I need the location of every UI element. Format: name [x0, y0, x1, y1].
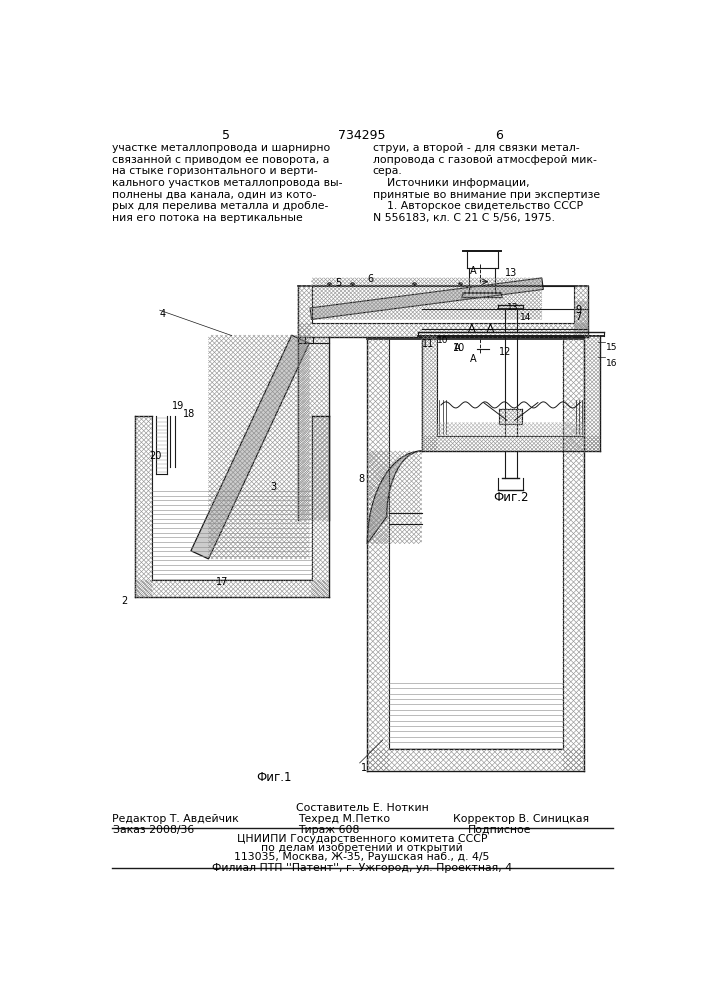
Text: Техред М.Петко: Техред М.Петко: [298, 814, 390, 824]
Polygon shape: [191, 335, 309, 559]
Text: 20: 20: [149, 451, 161, 461]
Text: 2: 2: [121, 596, 127, 606]
Polygon shape: [310, 278, 543, 319]
Text: 5: 5: [335, 278, 341, 288]
Text: A: A: [454, 343, 460, 353]
Text: 7: 7: [575, 312, 581, 322]
Text: Заказ 2008/36: Заказ 2008/36: [113, 825, 194, 835]
Text: 734295: 734295: [338, 129, 386, 142]
Text: 8: 8: [358, 474, 364, 484]
Text: А - А: А - А: [468, 324, 494, 334]
Text: Тираж 608: Тираж 608: [298, 825, 359, 835]
Text: по делам изобретений и открытий: по делам изобретений и открытий: [261, 843, 463, 853]
Text: Филиал ПТП ''Патент'', г. Ужгород, ул. Проектная, 4: Филиал ПТП ''Патент'', г. Ужгород, ул. П…: [212, 863, 512, 873]
Text: 13: 13: [506, 268, 518, 278]
Text: 3: 3: [271, 482, 276, 492]
Text: Составитель Е. Ноткин: Составитель Е. Ноткин: [296, 803, 428, 813]
Text: 10: 10: [437, 336, 449, 345]
Text: 12: 12: [499, 347, 511, 357]
Text: 9: 9: [575, 305, 581, 315]
Text: 1: 1: [361, 763, 368, 773]
Text: Корректор В. Синицкая: Корректор В. Синицкая: [452, 814, 589, 824]
Text: 15: 15: [606, 343, 618, 352]
Text: Подписное: Подписное: [468, 825, 532, 835]
Text: 6: 6: [368, 274, 373, 284]
Text: Фиг.1: Фиг.1: [257, 771, 292, 784]
Text: Фиг.2: Фиг.2: [493, 491, 529, 504]
Text: 14: 14: [520, 312, 532, 322]
Text: A: A: [470, 266, 477, 276]
Text: струи, а второй - для связки метал-
лопровода с газовой атмосферой мик-
сера.
  : струи, а второй - для связки метал- лопр…: [373, 143, 600, 223]
Text: ЦНИИПИ Государственного комитета СССР: ЦНИИПИ Государственного комитета СССР: [237, 834, 487, 844]
Text: 17: 17: [216, 577, 228, 587]
Text: A: A: [470, 354, 477, 364]
Text: 10: 10: [452, 343, 465, 353]
Text: 18: 18: [183, 409, 195, 419]
Text: 5: 5: [221, 129, 230, 142]
Text: 4: 4: [160, 309, 166, 319]
Text: 19: 19: [172, 401, 185, 411]
Text: Редактор Т. Авдейчик: Редактор Т. Авдейчик: [112, 814, 238, 824]
Text: участке металлопровода и шарнирно
связанной с приводом ее поворота, а
на стыке г: участке металлопровода и шарнирно связан…: [112, 143, 342, 223]
Text: 13: 13: [507, 303, 518, 312]
Text: 11: 11: [421, 339, 434, 349]
Text: 16: 16: [606, 359, 618, 368]
Text: 6: 6: [495, 129, 503, 142]
Text: 113035, Москва, Ж-35, Раушская наб., д. 4/5: 113035, Москва, Ж-35, Раушская наб., д. …: [234, 852, 490, 862]
Polygon shape: [368, 451, 421, 544]
